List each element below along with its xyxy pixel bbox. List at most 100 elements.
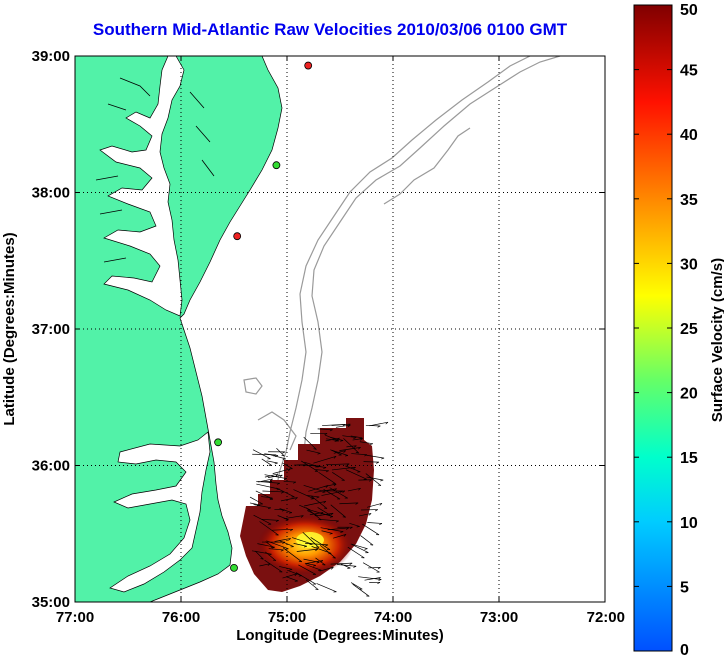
y-tick-label: 35:00 bbox=[32, 594, 70, 611]
velocity-vector bbox=[296, 548, 318, 552]
velocity-vector bbox=[318, 471, 336, 484]
velocity-vector-head bbox=[282, 458, 286, 460]
velocity-vector bbox=[324, 483, 337, 487]
velocity-vector-head bbox=[377, 567, 381, 570]
velocity-vector bbox=[366, 502, 383, 508]
velocity-vector-head bbox=[330, 512, 334, 516]
station-marker-green bbox=[272, 161, 281, 170]
velocity-vector-head bbox=[293, 481, 297, 484]
velocity-vector-head bbox=[283, 478, 288, 480]
velocity-vector-head bbox=[290, 529, 293, 532]
velocity-vector bbox=[365, 473, 382, 486]
velocity-vectors bbox=[249, 421, 389, 597]
velocity-vector bbox=[265, 541, 275, 549]
velocity-vector bbox=[351, 453, 368, 456]
velocity-vector bbox=[351, 544, 369, 553]
velocity-vector-head bbox=[288, 468, 291, 472]
velocity-vector bbox=[311, 495, 328, 509]
velocity-vector bbox=[303, 500, 326, 507]
velocity-vector bbox=[293, 543, 307, 547]
albemarle-pamlico-sound bbox=[109, 431, 211, 593]
velocity-vector-head bbox=[268, 553, 272, 556]
velocity-vector bbox=[300, 460, 319, 472]
velocity-vector bbox=[249, 502, 260, 506]
velocity-vector-head bbox=[315, 546, 320, 548]
velocity-vector bbox=[302, 532, 320, 548]
velocity-vector bbox=[255, 550, 264, 560]
velocity-vector bbox=[350, 435, 363, 439]
velocity-vector bbox=[324, 434, 340, 442]
velocity-vector-head bbox=[335, 520, 339, 523]
velocity-vector-head bbox=[347, 424, 351, 428]
velocity-vector bbox=[350, 582, 363, 590]
velocity-vector-head bbox=[303, 545, 307, 548]
velocity-vector bbox=[305, 564, 322, 571]
velocity-vector-head bbox=[342, 490, 346, 494]
velocity-vector bbox=[309, 512, 324, 516]
y-tick-label: 38:00 bbox=[32, 185, 70, 202]
velocity-vector-head bbox=[345, 527, 349, 530]
velocity-vector-head bbox=[355, 502, 359, 505]
velocity-vector-head bbox=[272, 559, 276, 561]
velocity-vector-head bbox=[368, 513, 372, 516]
velocity-vector bbox=[331, 466, 356, 471]
velocity-vector bbox=[262, 490, 284, 493]
velocity-vector bbox=[333, 534, 347, 539]
velocity-vector-head bbox=[329, 516, 333, 518]
y-tick-label: 37:00 bbox=[32, 321, 70, 338]
velocity-vector bbox=[261, 496, 273, 499]
velocity-vector bbox=[330, 504, 346, 518]
velocity-vector bbox=[362, 523, 380, 536]
velocity-vector-head bbox=[340, 531, 344, 533]
velocity-vector bbox=[330, 449, 342, 456]
velocity-vector bbox=[306, 449, 321, 454]
velocity-vector-head bbox=[378, 579, 382, 581]
velocity-vector bbox=[325, 463, 350, 466]
velocity-vector bbox=[264, 559, 283, 573]
x-tick-label: 73:00 bbox=[480, 609, 518, 626]
velocity-vector bbox=[342, 435, 357, 438]
velocity-vector-head bbox=[344, 455, 349, 457]
velocity-vector bbox=[283, 481, 296, 483]
velocity-vector bbox=[298, 564, 317, 575]
x-axis-ticks: 77:00 76:00 75:00 74:00 73:00 72:00 bbox=[56, 56, 625, 626]
velocity-vector-head bbox=[376, 461, 380, 464]
velocity-vector bbox=[365, 424, 381, 427]
velocity-vector-head bbox=[377, 425, 381, 428]
velocity-vector bbox=[307, 510, 318, 516]
velocity-vector bbox=[345, 469, 367, 480]
velocity-vector bbox=[261, 518, 279, 521]
velocity-vector bbox=[295, 572, 317, 585]
velocity-vector bbox=[336, 564, 357, 567]
velocity-vector-head bbox=[325, 470, 329, 473]
velocity-vector bbox=[282, 547, 303, 563]
velocity-vector bbox=[315, 557, 326, 566]
colorbar-tick-label: 25 bbox=[680, 321, 698, 338]
colorbar-tick-label: 35 bbox=[680, 192, 698, 209]
velocity-vector-head bbox=[282, 451, 286, 454]
velocity-vector bbox=[329, 487, 348, 499]
velocity-vector-head bbox=[379, 523, 383, 526]
velocity-vector-head bbox=[281, 491, 285, 494]
velocity-vector bbox=[315, 469, 329, 472]
velocity-vector-head bbox=[303, 464, 307, 467]
velocity-vector-head bbox=[374, 509, 378, 512]
y-axis-label: Latitude (Degrees:Minutes) bbox=[1, 232, 18, 425]
velocity-vector bbox=[305, 579, 319, 590]
velocity-vector bbox=[286, 576, 298, 582]
velocity-vector-head bbox=[288, 512, 292, 514]
velocity-vector bbox=[347, 487, 361, 492]
velocity-vector-head bbox=[342, 424, 346, 427]
velocity-vector-head bbox=[358, 488, 361, 491]
velocity-vector bbox=[299, 504, 311, 511]
velocity-vector-head bbox=[379, 503, 383, 506]
velocity-vector bbox=[350, 543, 368, 550]
velocity-vector-head bbox=[322, 491, 326, 493]
velocity-vector-head bbox=[343, 450, 347, 453]
colorbar-tick-label: 50 bbox=[680, 2, 698, 19]
velocity-vector-head bbox=[324, 507, 328, 509]
colorbar bbox=[633, 4, 673, 652]
velocity-vector bbox=[264, 473, 279, 478]
colorbar-tick-label: 10 bbox=[680, 515, 698, 532]
velocity-vector-head bbox=[381, 457, 385, 460]
